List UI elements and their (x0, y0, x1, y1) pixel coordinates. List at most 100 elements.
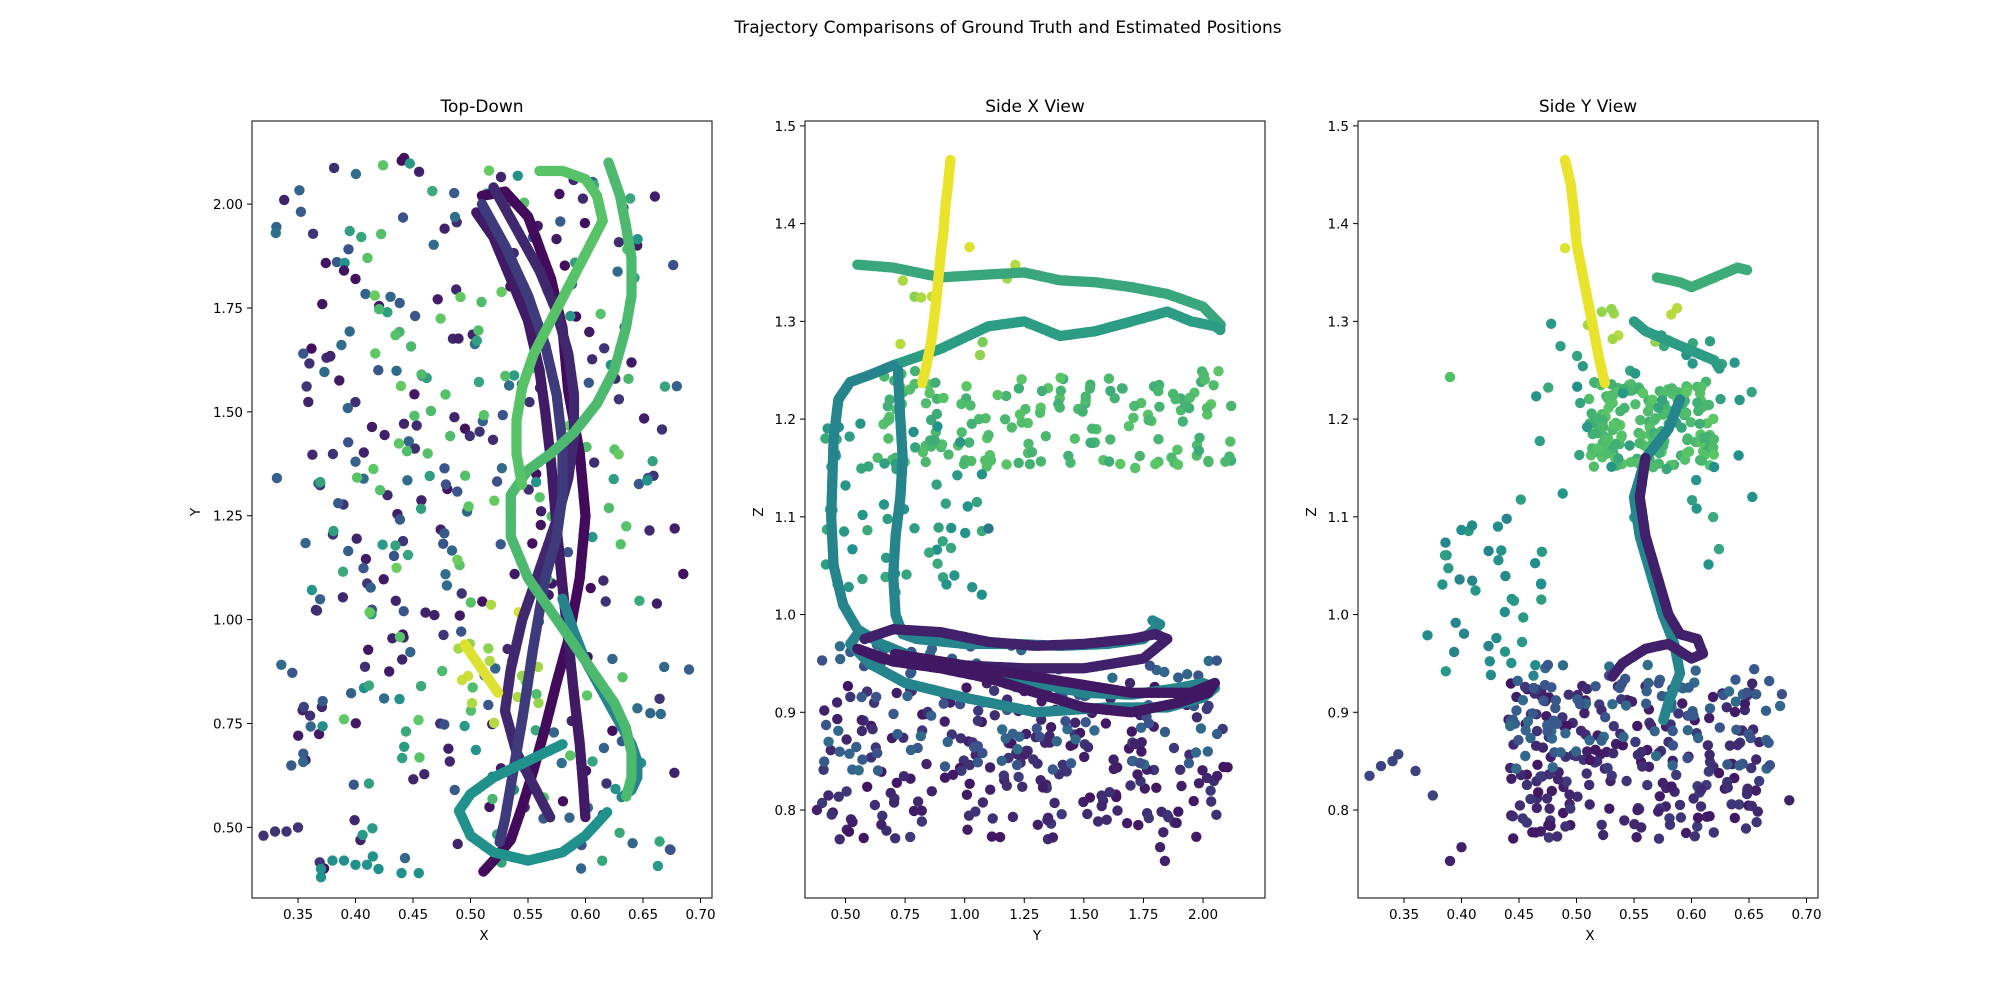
scatter-point (834, 746, 845, 757)
scatter-point (460, 470, 471, 481)
scatter-point (627, 838, 638, 849)
scatter-point (313, 728, 325, 740)
scatter-point (373, 863, 384, 875)
scatter-point (269, 826, 281, 837)
scatter-point (564, 812, 575, 823)
scatter-point (453, 333, 464, 344)
scatter-point (1079, 751, 1090, 763)
scatter-point (947, 769, 959, 780)
scatter-point (908, 426, 919, 438)
scatter-point (1197, 765, 1208, 776)
scatter-point (834, 834, 845, 845)
scatter-point (647, 456, 658, 467)
scatter-point (997, 724, 1008, 735)
scatter-point (439, 528, 450, 539)
scatter-point (449, 211, 461, 223)
scatter-point (966, 418, 977, 429)
scatter-point (890, 833, 901, 844)
scatter-point (607, 725, 618, 736)
scatter-point (905, 744, 917, 756)
scatter-point (451, 284, 462, 295)
y-tick-label: 0.50 (213, 820, 243, 836)
scatter-point (350, 456, 361, 467)
scatter-point (1220, 456, 1231, 467)
scatter-point (1001, 780, 1012, 791)
scatter-point (1171, 817, 1182, 829)
figure-title: Trajectory Comparisons of Ground Truth a… (733, 18, 1281, 38)
scatter-point (967, 582, 978, 593)
scatter-point (867, 724, 878, 735)
scatter-point (397, 752, 408, 764)
scatter-point (608, 473, 619, 485)
scatter-point (857, 754, 868, 765)
y-axis-label: Y (188, 507, 204, 517)
scatter-point (360, 553, 372, 565)
scatter-point (1011, 759, 1023, 771)
scatter-point (512, 170, 523, 181)
scatter-point (399, 852, 411, 864)
scatter-point (382, 490, 393, 501)
scatter-point (909, 523, 920, 534)
scatter-point (1007, 811, 1019, 823)
scatter-point (973, 705, 984, 716)
scatter-point (394, 631, 406, 643)
scatter-point (926, 710, 937, 721)
scatter-point (818, 764, 829, 775)
scatter-point (668, 259, 679, 271)
scatter-point (1065, 758, 1077, 769)
scatter-point (484, 801, 495, 813)
scatter-point (333, 498, 344, 509)
scatter-point (437, 665, 448, 677)
scatter-point (983, 523, 994, 534)
scatter-point (1123, 421, 1135, 432)
scatter-point (825, 745, 836, 756)
scatter-point (857, 573, 868, 585)
scatter-point (409, 389, 420, 400)
scatter-point (395, 380, 407, 392)
scatter-point (483, 643, 494, 654)
scatter-point (349, 815, 360, 826)
scatter-point (842, 680, 854, 692)
scatter-point (377, 539, 388, 550)
scatter-point (452, 554, 463, 565)
scatter-point (972, 757, 983, 768)
scatter-point (625, 193, 636, 204)
scatter-point (925, 414, 937, 426)
scatter-point (844, 748, 855, 759)
scatter-point (1153, 434, 1164, 445)
scatter-point (931, 479, 942, 490)
scatter-point (287, 667, 298, 678)
scatter-point (338, 855, 350, 866)
scatter-point (924, 547, 935, 558)
scatter-point (823, 736, 834, 747)
scatter-point (1040, 431, 1052, 442)
scatter-point (998, 770, 1010, 781)
scatter-point (835, 653, 846, 665)
scatter-point (909, 365, 921, 377)
scatter-point (391, 562, 402, 573)
scatter-point (989, 710, 1000, 721)
scatter-point (1151, 782, 1162, 793)
scatter-point (467, 682, 478, 693)
scatter-point (915, 730, 926, 742)
scatter-point (898, 771, 910, 782)
trajectory-point (580, 811, 591, 823)
scatter-point (411, 420, 422, 431)
plot-area (258, 152, 695, 883)
scatter-point (862, 781, 873, 792)
scatter-point (327, 855, 338, 866)
scatter-point (1103, 373, 1115, 384)
scatter-point (483, 699, 494, 711)
scatter-point (1203, 456, 1214, 468)
scatter-point (1080, 717, 1091, 728)
scatter-point (876, 819, 887, 830)
scatter-point (1013, 771, 1024, 783)
scatter-point (449, 187, 460, 199)
scatter-point (877, 810, 888, 821)
scatter-point (1225, 436, 1236, 447)
scatter-point (373, 304, 385, 315)
scatter-point (1191, 712, 1203, 723)
scatter-point (455, 291, 466, 303)
scatter-point (390, 330, 401, 341)
scatter-point (485, 599, 497, 610)
